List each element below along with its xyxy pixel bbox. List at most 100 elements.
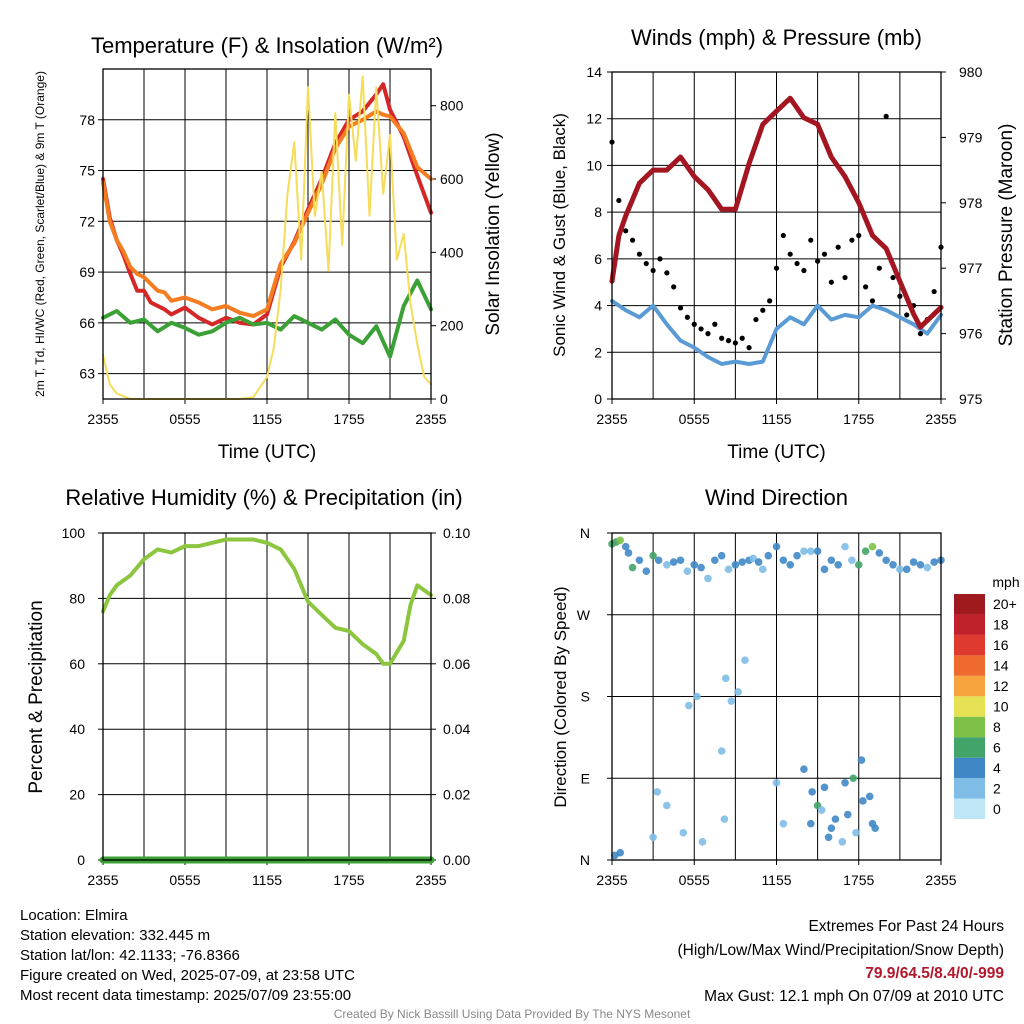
series-sonic-wind xyxy=(610,298,943,366)
y-tick-label: 12 xyxy=(586,111,602,127)
direction-point xyxy=(806,547,815,555)
y-tick-label: 2 xyxy=(594,344,602,360)
x-tick-label: 1155 xyxy=(761,411,791,427)
direction-point xyxy=(684,701,693,710)
y2-axis-label: Solar Insolation (Yellow) xyxy=(483,132,504,335)
direction-point xyxy=(882,556,890,565)
direction-point xyxy=(704,574,712,583)
direction-point xyxy=(813,547,822,555)
colorbar-label: 16 xyxy=(993,637,1009,653)
y-tick-label: 72 xyxy=(79,213,95,229)
gust-point xyxy=(760,307,766,313)
x-tick-label: 1755 xyxy=(333,411,364,427)
y-tick-label: 100 xyxy=(62,525,86,541)
gust-point xyxy=(863,284,869,290)
direction-point xyxy=(827,824,836,833)
direction-point xyxy=(698,838,707,846)
gust-point xyxy=(671,284,677,290)
colorbar-cell xyxy=(954,716,985,738)
gust-point xyxy=(849,237,855,243)
created-text: Figure created on Wed, 2025-07-09, at 23… xyxy=(20,967,355,984)
gust-point xyxy=(767,298,773,304)
gust-point xyxy=(780,232,786,239)
direction-point xyxy=(724,565,733,574)
direction-point xyxy=(727,697,736,705)
gust-point xyxy=(773,265,780,271)
direction-point xyxy=(621,542,630,551)
x-tick-label: 2355 xyxy=(415,411,446,427)
y-tick-label: 14 xyxy=(586,64,602,80)
direction-point xyxy=(697,563,705,572)
y-tick-label: 8 xyxy=(594,204,602,220)
y-axis-label: Sonic Wind & Gust (Blue, Black) xyxy=(550,113,569,357)
gust-point xyxy=(883,113,889,119)
gust-point xyxy=(698,326,704,332)
x-tick-label: 2355 xyxy=(925,872,956,888)
gust-point xyxy=(815,258,821,264)
direction-point xyxy=(635,556,644,565)
x-tick-label: 1155 xyxy=(761,872,791,888)
y-tick-label: 66 xyxy=(79,315,95,331)
y2-tick-label: 980 xyxy=(959,64,983,80)
direction-point xyxy=(749,554,757,563)
y2-tick-label: 800 xyxy=(440,98,464,114)
y2-tick-label: 200 xyxy=(440,318,464,334)
x-tick-label: 2355 xyxy=(415,872,446,888)
gust-point xyxy=(876,265,882,271)
direction-point xyxy=(930,558,938,566)
gust-point xyxy=(725,338,732,344)
gust-point xyxy=(623,228,629,234)
direction-point xyxy=(654,556,663,565)
gust-point xyxy=(677,305,684,311)
direction-point xyxy=(649,833,657,842)
location-text: Location: Elmira xyxy=(20,907,128,924)
x-tick-label: 1155 xyxy=(252,411,282,427)
y2-tick-label: 976 xyxy=(959,326,983,342)
extremes-subtitle: (High/Low/Max Wind/Precipitation/Snow De… xyxy=(677,942,1005,959)
y-tick-label: 78 xyxy=(79,112,95,128)
direction-point xyxy=(923,563,932,572)
direction-point xyxy=(628,563,637,572)
direction-point xyxy=(868,542,877,551)
direction-point xyxy=(824,833,833,842)
gust-point xyxy=(657,256,663,262)
direction-point xyxy=(843,810,852,819)
direction-point xyxy=(868,819,877,828)
gust-point xyxy=(917,331,924,337)
direction-point xyxy=(889,560,897,569)
x-tick-label: 1755 xyxy=(843,872,874,888)
latlon-text: Station lat/lon: 42.1133; -76.8366 xyxy=(20,947,240,964)
direction-point xyxy=(827,556,836,565)
direction-point xyxy=(865,792,874,801)
gust-point xyxy=(643,260,649,267)
colorbar-label: 12 xyxy=(993,678,1009,694)
gust-point xyxy=(828,279,834,285)
gust-point xyxy=(794,260,800,267)
gust-point xyxy=(739,335,745,341)
y-axis-label: Percent & Precipitation xyxy=(26,600,47,793)
y-tick-label: 69 xyxy=(79,264,95,280)
direction-point xyxy=(838,838,847,846)
direction-panel: 2355 0555 1155 1755 2355 N E S W N Wind Direction D… xyxy=(551,485,957,888)
direction-point xyxy=(779,556,788,565)
x-tick-label: 0555 xyxy=(679,872,710,888)
gust-point xyxy=(842,274,848,281)
y-tick-label: S xyxy=(581,689,590,705)
gust-point xyxy=(890,274,896,281)
plot-frame xyxy=(102,532,432,861)
gust-point xyxy=(808,237,814,243)
direction-point xyxy=(669,558,678,566)
colorbar-cell xyxy=(954,737,985,758)
direction-point xyxy=(841,542,849,551)
direction-point xyxy=(720,815,729,823)
colorbar-label: 6 xyxy=(993,739,1001,755)
colorbar-label: 4 xyxy=(993,760,1001,776)
direction-point xyxy=(831,815,840,823)
direction-point xyxy=(875,549,884,557)
gust-point xyxy=(732,340,738,346)
y2-tick-label: 979 xyxy=(959,129,983,145)
direction-point xyxy=(624,549,633,557)
x-tick-label: 2355 xyxy=(87,411,118,427)
gust-point xyxy=(629,237,636,243)
plot-frame xyxy=(611,71,942,400)
